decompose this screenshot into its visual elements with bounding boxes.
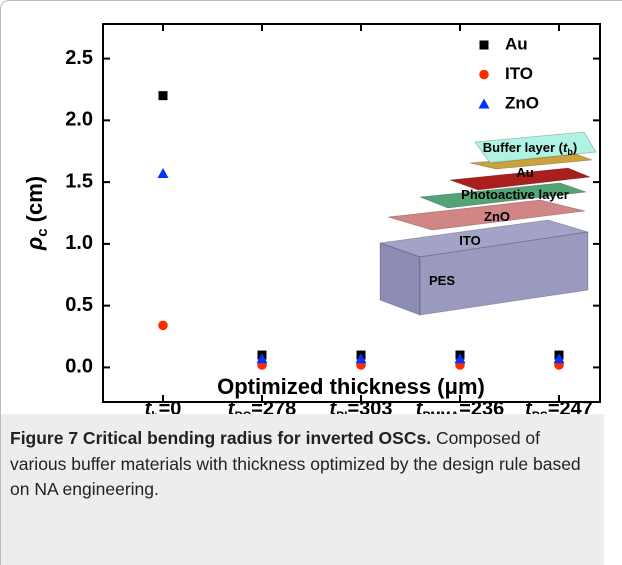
x-tick-label-main: t xyxy=(416,398,424,414)
x-tick-label-text: =236 xyxy=(459,398,504,414)
inset: Buffer layer (tb) Au Photoactive layer Z… xyxy=(379,131,597,316)
x-tick-label-sub: PMMA xyxy=(422,409,459,414)
x-tick-label-main: t xyxy=(525,398,533,414)
chart: Buffer layer (tb) Au Photoactive layer Z… xyxy=(0,0,622,414)
data-point xyxy=(158,320,168,331)
legend-marker xyxy=(479,69,489,80)
x-tick-label-sub: PI xyxy=(336,409,347,414)
x-tick-label-text: =247 xyxy=(548,398,593,414)
figure-border xyxy=(0,0,622,414)
x-tick-label-sub: PC xyxy=(234,409,251,414)
x-tick-label-main: t xyxy=(228,398,236,414)
y-tick-label: 2.0 xyxy=(65,109,93,131)
data-point xyxy=(157,167,169,178)
x-tick-label-main: t xyxy=(329,398,337,414)
x-tick-label-text: =0 xyxy=(159,398,182,414)
ito-layer xyxy=(387,199,586,231)
x-tick-label-text: =278 xyxy=(251,398,296,414)
inset-label: Au xyxy=(516,165,533,180)
caption: Figure 7 Critical bending radius for inv… xyxy=(0,414,604,565)
legend-label: ZnO xyxy=(505,93,539,112)
data-point xyxy=(454,353,466,364)
y-axis-label: ρc (cm) xyxy=(22,176,51,251)
x-tick-label-main: t xyxy=(145,398,153,414)
y-tick-label: 1.0 xyxy=(65,232,93,254)
photoactive-layer xyxy=(449,167,591,191)
data-point xyxy=(256,353,268,364)
x-tick-label: tb=0 xyxy=(145,398,182,414)
y-tick-label: 1.5 xyxy=(65,170,93,192)
y-tick-label: 0.5 xyxy=(65,294,93,316)
x-tick-label-text: =303 xyxy=(347,398,392,414)
x-tick-label-sub: PS xyxy=(532,409,548,414)
caption-label: Figure 7 Critical bending radius for inv… xyxy=(10,428,432,448)
plot-frame xyxy=(102,23,601,403)
y-tick-label: 0.0 xyxy=(65,356,93,378)
pes-side xyxy=(419,231,589,316)
caption-text: Composed of various buffer materials wit… xyxy=(10,428,581,499)
inset-label: Photoactive layer xyxy=(461,187,569,202)
legend-label: Au xyxy=(505,34,528,53)
buffer-layer xyxy=(474,131,597,164)
legend-marker xyxy=(478,98,490,109)
inset-label: Buffer layer (tb) xyxy=(483,140,577,157)
data-point xyxy=(158,91,168,101)
inset-label: ZnO xyxy=(484,209,510,224)
legend-marker xyxy=(479,40,489,50)
x-tick-label: tPI=303 xyxy=(329,398,392,414)
legend-label: ITO xyxy=(505,64,533,83)
data-point xyxy=(355,353,367,364)
y-tick-label: 2.5 xyxy=(65,47,93,69)
x-axis-label: Optimized thickness (μm) xyxy=(217,374,485,399)
data-point xyxy=(553,353,565,364)
x-tick-label: tPC=278 xyxy=(228,398,296,414)
inset-label: PES xyxy=(429,273,455,288)
x-tick-label: tPS=247 xyxy=(525,398,593,414)
zno-layer xyxy=(419,182,587,209)
x-tick-label-sub: b xyxy=(151,409,158,414)
x-tick-label: tPMMA=236 xyxy=(416,398,504,414)
inset-label: ITO xyxy=(459,233,480,248)
